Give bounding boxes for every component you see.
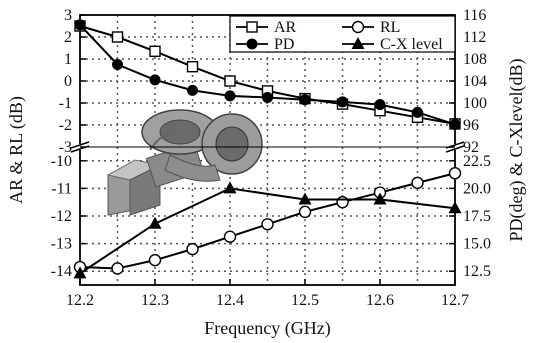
right-tick-label: 22.5 xyxy=(463,153,491,170)
left-tick-label: 1 xyxy=(64,51,72,68)
data-point-pd xyxy=(449,118,461,130)
axis-break-mark xyxy=(445,145,465,153)
data-point-c-x-level xyxy=(223,181,237,194)
x-tick-label: 12.3 xyxy=(141,292,169,309)
data-point-ar xyxy=(224,75,236,87)
left-tick-label: -2 xyxy=(59,117,72,134)
left-tick-label: 0 xyxy=(64,73,72,90)
left-tick-label: -11 xyxy=(51,180,72,197)
legend-marker-c-x-level xyxy=(351,37,365,49)
data-point-pd xyxy=(149,74,161,86)
data-point-pd xyxy=(262,92,273,103)
data-point-pd xyxy=(112,59,123,70)
right-tick-label: 96 xyxy=(463,117,479,134)
data-point-c-x-level xyxy=(298,192,312,205)
axes: 3 2 1 0 -1 -2 -3-10 -11 -12 -13 -14 116 112 108 104 100… xyxy=(51,7,491,309)
left-tick-label: 2 xyxy=(64,29,72,46)
data-point-pd xyxy=(74,19,86,31)
data-point-rl xyxy=(186,242,199,256)
data-point-pd xyxy=(412,106,423,118)
data-point-rl xyxy=(261,218,274,231)
axis-break-mark xyxy=(70,141,90,149)
right-tick-label: 17.5 xyxy=(463,208,491,225)
data-point-rl xyxy=(148,253,162,267)
grid xyxy=(80,15,455,285)
waveguide-3d-model-icon xyxy=(106,109,263,216)
data-point-c-x-level xyxy=(448,201,462,214)
data-point-rl xyxy=(336,195,349,209)
right-tick-label: 15.0 xyxy=(463,236,491,253)
right-y-axis-title: PD(deg) & C-Xlevel(dB) xyxy=(506,59,527,242)
left-tick-label: -10 xyxy=(51,153,72,170)
data-point-rl xyxy=(448,167,462,180)
left-tick-label: -1 xyxy=(59,95,72,112)
data-point-rl xyxy=(223,230,237,243)
data-point-pd xyxy=(187,84,198,96)
legend-label-rl: RL xyxy=(380,19,400,36)
left-tick-label: -13 xyxy=(51,236,72,253)
x-tick-label: 12.4 xyxy=(216,292,244,309)
right-tick-label: 100 xyxy=(463,95,487,112)
right-tick-label: 112 xyxy=(463,29,486,46)
data-point-pd xyxy=(337,96,348,108)
legend-label-ar: AR xyxy=(274,19,297,36)
data-point-ar xyxy=(186,61,199,73)
x-tick-label: 12.2 xyxy=(66,292,94,309)
data-point-pd xyxy=(299,94,311,106)
data-point-c-x-level xyxy=(148,216,162,229)
legend-box xyxy=(229,15,456,53)
legend-marker-rl xyxy=(351,20,365,34)
data-point-rl xyxy=(411,176,424,190)
right-tick-label: 104 xyxy=(463,73,487,90)
legend-label-c-x-level: C-X level xyxy=(380,36,443,53)
x-axis-title: Frequency (GHz) xyxy=(204,318,330,339)
left-tick-label: -12 xyxy=(51,208,72,225)
right-tick-label: 92 xyxy=(463,139,479,156)
data-point-c-x-level xyxy=(373,192,387,205)
right-tick-label: 20.0 xyxy=(463,180,491,197)
data-point-rl xyxy=(111,262,124,275)
x-tick-label: 12.5 xyxy=(291,292,319,309)
right-tick-label: 108 xyxy=(463,51,487,68)
left-tick-label: -14 xyxy=(51,263,72,280)
legend-label-pd: PD xyxy=(274,36,294,53)
data-point-pd xyxy=(374,99,386,111)
x-tick-label: 12.7 xyxy=(441,292,469,309)
data-point-ar xyxy=(149,45,161,57)
right-tick-label: 116 xyxy=(463,7,486,24)
left-y-axis-title: AR & RL (dB) xyxy=(6,96,27,204)
x-tick-label: 12.6 xyxy=(366,292,394,309)
left-tick-label: -3 xyxy=(59,139,72,156)
legend: AR RL PD C-X level xyxy=(229,15,456,53)
data-point-pd xyxy=(224,90,236,102)
legend-marker-ar xyxy=(246,21,258,33)
right-tick-label: 12.5 xyxy=(463,263,491,280)
left-tick-label: 3 xyxy=(64,7,72,24)
series-line-c-x-level xyxy=(79,187,456,275)
data-point-c-x-level xyxy=(73,266,87,279)
data-point-ar xyxy=(111,31,124,43)
data-point-rl xyxy=(298,205,312,219)
series xyxy=(73,19,462,279)
legend-marker-pd xyxy=(246,38,258,50)
